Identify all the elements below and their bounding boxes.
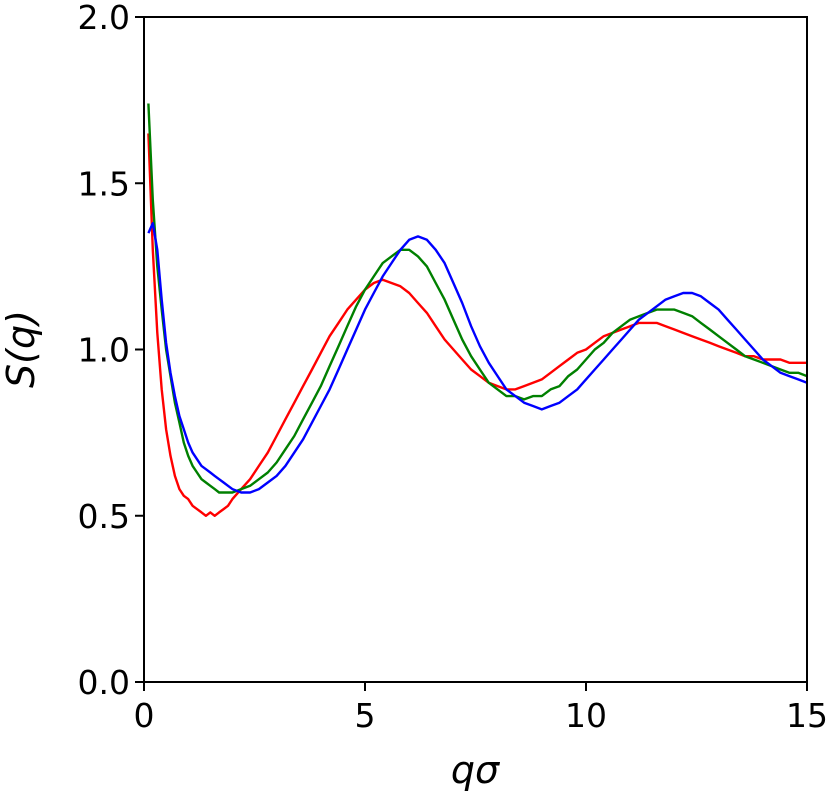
x-tick-label: 0 — [134, 696, 155, 735]
y-axis-label: S(q) — [0, 310, 43, 388]
x-axis-ticks: 0 5 10 15 — [134, 682, 828, 735]
y-tick-label: 2.0 — [78, 0, 130, 37]
x-axis-label: qσ — [451, 748, 501, 792]
y-tick-label: 1.0 — [78, 331, 130, 370]
y-tick-label: 0.5 — [78, 497, 130, 536]
series-line-1 — [147, 133, 807, 517]
series-line-3 — [147, 222, 808, 494]
series-line-2 — [147, 103, 808, 494]
y-tick-label: 1.5 — [78, 164, 130, 203]
y-tick-label: 0.0 — [78, 663, 130, 702]
plot-lines — [147, 103, 808, 517]
x-tick-label: 15 — [786, 696, 828, 735]
y-axis-ticks: 0.0 0.5 1.0 1.5 2.0 — [78, 0, 144, 702]
plot-frame — [143, 16, 808, 683]
x-tick-label: 5 — [355, 696, 376, 735]
x-tick-label: 10 — [565, 696, 607, 735]
